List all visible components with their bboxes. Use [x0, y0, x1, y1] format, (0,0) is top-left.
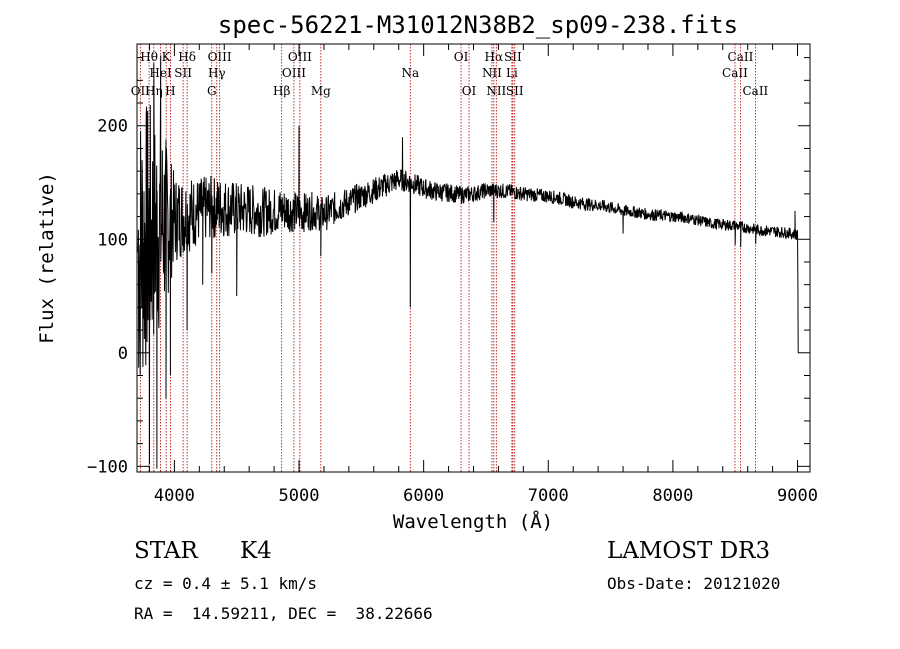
obs-date: Obs-Date: 20121020 [607, 574, 781, 593]
spectrum-line [137, 55, 799, 469]
redshift-readout: cz = 0.4 ± 5.1 km/s [134, 574, 318, 593]
spectral-line-label: G [207, 84, 217, 98]
spectral-line-label: CaII [742, 84, 768, 98]
x-tick-label: 4000 [154, 486, 195, 506]
y-axis-label: Flux (relative) [36, 172, 58, 344]
survey-name: LAMOST DR3 [607, 538, 771, 564]
spectral-line-label: Hβ [273, 84, 290, 98]
spectral-line-label: Na [401, 66, 419, 80]
spectral-line-label: Hγ [208, 66, 226, 80]
spectral-line-label: Hδ [178, 50, 196, 64]
y-tick-label: 200 [97, 117, 128, 137]
spectral-line-markers: OIIHθHηHeIKHSIIHδGHγOIIIHβOIIIOIIIMgNaOI… [131, 44, 769, 472]
spectral-line-label: OIII [288, 50, 312, 64]
coordinates: RA = 14.59211, DEC = 38.22666 [134, 604, 433, 623]
x-tick-label: 7000 [528, 486, 569, 506]
x-axis-label: Wavelength (Å) [393, 510, 553, 533]
y-tick-label: −100 [87, 457, 128, 477]
x-tick-label: 9000 [777, 486, 818, 506]
subclass: K4 [240, 538, 272, 564]
spectral-line-label: CaII [728, 50, 754, 64]
plot-frame [136, 43, 811, 473]
spectral-line-label: H [165, 84, 175, 98]
chart-title: spec-56221-M31012N38B2_sp09-238.fits [218, 11, 738, 39]
axis-ticks: 4000 5000 6000 7000 8000 9000 −100 0 100 200 [87, 44, 818, 506]
x-tick-label: 5000 [279, 486, 320, 506]
x-tick-label: 8000 [652, 486, 693, 506]
spectral-line-label: OI [454, 50, 469, 64]
y-tick-label: 100 [97, 230, 128, 250]
spectral-line-label: Hθ [140, 50, 158, 64]
spectral-line-label: Mg [311, 84, 331, 98]
y-tick-label: 0 [118, 344, 128, 364]
spectral-line-label: SII [174, 66, 192, 80]
spectral-line-label: K [162, 50, 172, 64]
object-class: STAR [134, 538, 198, 564]
spectral-line-label: CaII [722, 66, 748, 80]
spectral-line-label: SII [506, 84, 524, 98]
spectral-line-label: OIII [208, 50, 232, 64]
spectral-line-label: OIII [282, 66, 306, 80]
x-tick-label: 6000 [403, 486, 444, 506]
spectral-line-label: Hα [485, 50, 504, 64]
spectral-line-label: NII [486, 84, 506, 98]
spectral-line-label: NII [482, 66, 502, 80]
spectral-line-label: SII [504, 50, 522, 64]
spectral-line-label: OII [131, 84, 151, 98]
spectral-line-label: Li [506, 66, 518, 80]
spectral-line-label: OI [462, 84, 477, 98]
